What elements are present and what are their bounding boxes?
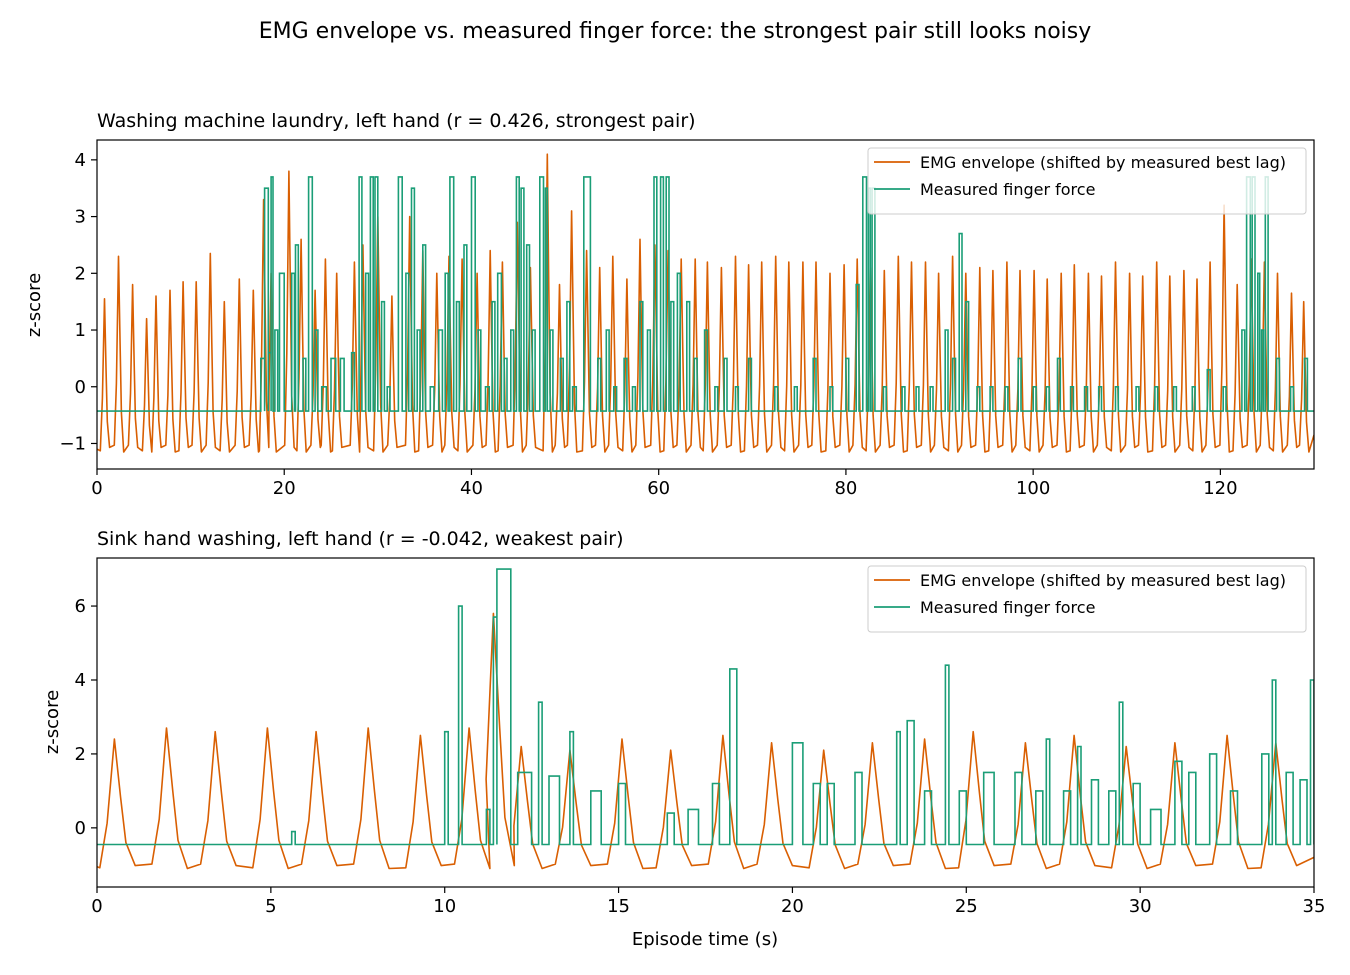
legend: EMG envelope (shifted by measured best l…: [867, 565, 1307, 633]
y-tick-label: 4: [75, 150, 86, 171]
y-tick-label: 0: [75, 377, 86, 398]
x-tick-label: 25: [955, 896, 978, 917]
y-tick-label: 0: [75, 818, 86, 839]
legend-box: [867, 147, 1307, 215]
x-tick-label: 10: [433, 896, 456, 917]
legend-label-emg: EMG envelope (shifted by measured best l…: [920, 571, 1286, 590]
panel-top-plot: 0 20 40 60 80 100 120 −1 0 1 2 3 4 EMG envelope (shif…: [59, 139, 1315, 499]
x-tick-label: 60: [647, 478, 670, 499]
panel-top-title: Washing machine laundry, left hand (r = …: [97, 110, 696, 132]
panel-bottom: Sink hand washing, left hand (r = -0.042…: [42, 528, 1325, 950]
x-tick-label: 0: [91, 478, 102, 499]
legend-box: [867, 565, 1307, 633]
x-tick-label: 40: [460, 478, 483, 499]
figure-suptitle: EMG envelope vs. measured finger force: …: [259, 19, 1092, 44]
legend-label-force: Measured finger force: [920, 180, 1095, 199]
panel-bottom-xlabel: Episode time (s): [632, 929, 778, 950]
y-tick-label: 1: [75, 320, 86, 341]
x-tick-label: 5: [265, 896, 276, 917]
y-tick-label: 2: [75, 263, 86, 284]
y-tick-label: −1: [59, 433, 86, 454]
x-tick-label: 100: [1016, 478, 1050, 499]
panel-bottom-ylabel: z-score: [42, 690, 63, 754]
legend-label-force: Measured finger force: [920, 598, 1095, 617]
x-tick-label: 80: [834, 478, 857, 499]
legend-label-emg: EMG envelope (shifted by measured best l…: [920, 153, 1286, 172]
series-line-finger-force: [97, 176, 1314, 412]
series-line-finger-force: [97, 568, 1314, 846]
x-tick-label: 15: [607, 896, 630, 917]
x-tick-label: 0: [91, 896, 102, 917]
x-tick-label: 20: [273, 478, 296, 499]
y-tick-label: 6: [75, 596, 86, 617]
y-tick-label: 4: [75, 670, 86, 691]
x-tick-label: 35: [1303, 896, 1326, 917]
legend: EMG envelope (shifted by measured best l…: [867, 147, 1307, 215]
x-tick-label: 30: [1129, 896, 1152, 917]
series-line-emg-envelope: [97, 612, 1314, 870]
x-tick-label: 20: [781, 896, 804, 917]
y-tick-label: 3: [75, 207, 86, 228]
panel-top-ylabel: z-score: [24, 273, 45, 337]
panel-bottom-plot: 0 5 10 15 20 25 30 35 0 2 4 6 EMG envelope (shifted …: [75, 557, 1326, 917]
panel-bottom-title: Sink hand washing, left hand (r = -0.042…: [97, 528, 624, 550]
axes-frame: [96, 557, 1315, 888]
axes-frame: [96, 139, 1315, 470]
x-tick-label: 120: [1203, 478, 1237, 499]
y-tick-label: 2: [75, 744, 86, 765]
panel-top: Washing machine laundry, left hand (r = …: [24, 110, 1315, 499]
